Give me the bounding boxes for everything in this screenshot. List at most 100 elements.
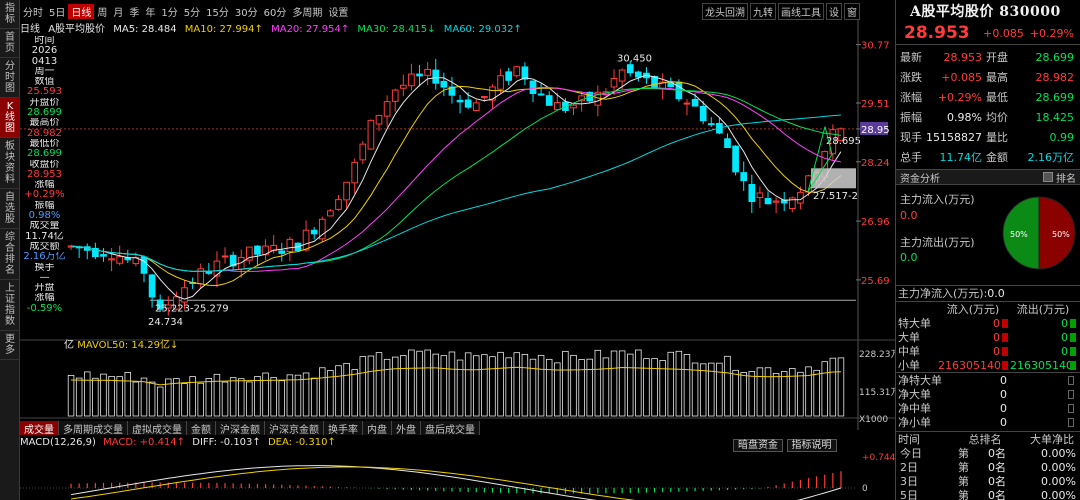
volume-bar — [359, 356, 367, 417]
period-tab-6[interactable]: 年 — [145, 8, 156, 19]
data-col-item-18: 成交量 — [29, 221, 60, 232]
candle-body — [472, 102, 480, 112]
rank-ratio: 0.00% — [1041, 446, 1076, 460]
left-tab-2[interactable]: 分 时 图 — [0, 58, 20, 98]
rank-col-total: 总排名 — [968, 433, 1002, 446]
period-tab-4[interactable]: 月 — [113, 8, 124, 19]
rank-toggle-label: 排名 — [1056, 173, 1076, 185]
indicator-tab-2[interactable]: 虚拟成交量 — [128, 421, 187, 436]
data-col-item-15: +0.29% — [24, 190, 65, 201]
candle-body — [772, 200, 780, 203]
rank-number: 0名 — [988, 489, 1006, 500]
volume-bar — [367, 355, 375, 417]
data-col-item-25: 涨幅 — [34, 293, 55, 304]
candle-body — [181, 287, 188, 303]
candle-body — [383, 101, 391, 117]
indicator-tab-8[interactable]: 外盘 — [392, 421, 421, 436]
macd-legend: MACD(12,26,9) MACD: +0.414↑ DIFF: -0.103… — [20, 437, 340, 450]
quote-value2: 28.699 — [1035, 90, 1075, 104]
indicator-tab-3[interactable]: 金额 — [187, 421, 216, 436]
rank-toggle[interactable]: 排名 — [1043, 170, 1076, 185]
left-tab-8[interactable]: 更 多 — [0, 331, 20, 360]
volume-bar — [732, 369, 739, 417]
data-col-item-6: 开盘价 — [29, 97, 60, 108]
volume-bar — [116, 376, 123, 417]
period-tab-2[interactable]: 日线 — [68, 4, 95, 19]
fund-analysis-title: 资金分析 — [900, 173, 940, 185]
indicator-tab-7[interactable]: 内盘 — [363, 421, 392, 436]
candle-body — [707, 123, 715, 126]
candle-body — [740, 172, 748, 182]
period-tab-5[interactable]: 季 — [129, 8, 140, 19]
toolbar-tool-4[interactable]: 窗 — [844, 3, 860, 20]
rank-col-ratio: 大单净比 — [1030, 433, 1074, 446]
candle-body — [375, 114, 383, 125]
left-tab-6[interactable]: 综 合 排 名 — [0, 229, 20, 280]
volume-bar — [100, 373, 107, 417]
period-tab-7[interactable]: 1分 — [161, 8, 178, 19]
candle-body — [116, 256, 124, 264]
period-tab-9[interactable]: 15分 — [206, 8, 229, 19]
toolbar-tool-1[interactable]: 九转 — [750, 3, 776, 20]
candle-body — [788, 197, 796, 210]
volume-bar — [254, 376, 261, 417]
period-tab-13[interactable]: 设置 — [328, 8, 349, 19]
volume-bar — [627, 353, 634, 417]
stock-title: A股平均股价 830000 — [910, 4, 1061, 20]
indicator-tab-5[interactable]: 沪深京金额 — [265, 421, 324, 436]
ma30-value: MA30: 28.415↓ — [357, 24, 436, 35]
low-annotation: 24.734 — [148, 317, 183, 328]
volume-bar — [489, 356, 496, 417]
quote-value: 11.74亿 — [939, 151, 983, 164]
candle-body — [213, 260, 221, 277]
period-tab-11[interactable]: 60分 — [263, 8, 287, 19]
quote-value: 0.98% — [947, 110, 982, 124]
toolbar-tool-2[interactable]: 画线工具 — [778, 3, 824, 20]
candle-body — [440, 80, 448, 88]
candle-body — [164, 304, 172, 309]
candle-body — [537, 93, 545, 96]
indicator-tab-0[interactable]: 成交量 — [20, 421, 59, 436]
flow-in-value: 0 — [993, 344, 1000, 358]
kline-chart[interactable]: 30.45024.73425.223-25.27927.517-228.695 … — [20, 20, 895, 500]
indicator-tab-9[interactable]: 盘后成交量 — [421, 421, 480, 436]
indicator-tab-4[interactable]: 沪深金额 — [216, 421, 265, 436]
toolbar-tool-3[interactable]: 设 — [826, 3, 842, 20]
period-tab-1[interactable]: 5日 — [49, 8, 66, 19]
period-tab-3[interactable]: 周 — [97, 8, 108, 19]
data-col-item-9: 28.982 — [27, 128, 62, 139]
flow-rows: 特大单 0 0 大单 0 0 中单 0 0 小单 216305140 216305140 — [896, 316, 1080, 372]
left-tab-7[interactable]: 上 证 指 数 — [0, 280, 20, 331]
indicator-help-button[interactable]: 指标说明 — [786, 439, 837, 452]
left-tab-1[interactable]: 首 页 — [0, 29, 20, 58]
price-axis-label: 26.96 — [861, 217, 890, 228]
quote-row-2: 涨幅 +0.29% 最低 28.699 — [896, 87, 1080, 107]
rank-number: 0名 — [988, 461, 1006, 474]
period-tab-10[interactable]: 30分 — [234, 8, 258, 19]
candle-body — [100, 254, 107, 257]
flow-out-bar — [1070, 346, 1076, 356]
period-tab-0[interactable]: 分时 — [23, 8, 43, 19]
toolbar-tool-0[interactable]: 龙头回溯 — [702, 3, 748, 20]
volume-bar — [537, 354, 545, 417]
volume-bar — [351, 369, 358, 417]
indicator-tab-6[interactable]: 换手率 — [324, 421, 363, 436]
left-tab-3[interactable]: K 线 图 — [0, 98, 20, 138]
left-tab-0[interactable]: 指 标 — [0, 0, 20, 29]
candle-body — [408, 73, 415, 87]
price-header: 28.953 +0.085 +0.29% — [896, 22, 1080, 44]
flow-row-label: 中单 — [898, 345, 920, 358]
period-tab-8[interactable]: 5分 — [183, 8, 201, 19]
pie-inflow-slice — [1038, 196, 1076, 270]
left-tab-5[interactable]: 自 选 股 — [0, 189, 20, 229]
last-annotation: 28.695 — [826, 136, 861, 147]
price-axis-label: 29.51 — [861, 99, 890, 110]
volume-bar — [708, 362, 715, 417]
indicator-tab-1[interactable]: 多周期成交量 — [59, 421, 128, 436]
volume-bar — [205, 377, 213, 417]
left-tab-4[interactable]: 板 块 资 料 — [0, 138, 20, 189]
ma5-line — [71, 74, 842, 300]
data-col-item-12: 收盘价 — [29, 159, 60, 170]
dark-fund-button[interactable]: 暗盘资金 — [733, 439, 783, 452]
period-tab-12[interactable]: 多周期 — [292, 8, 323, 19]
